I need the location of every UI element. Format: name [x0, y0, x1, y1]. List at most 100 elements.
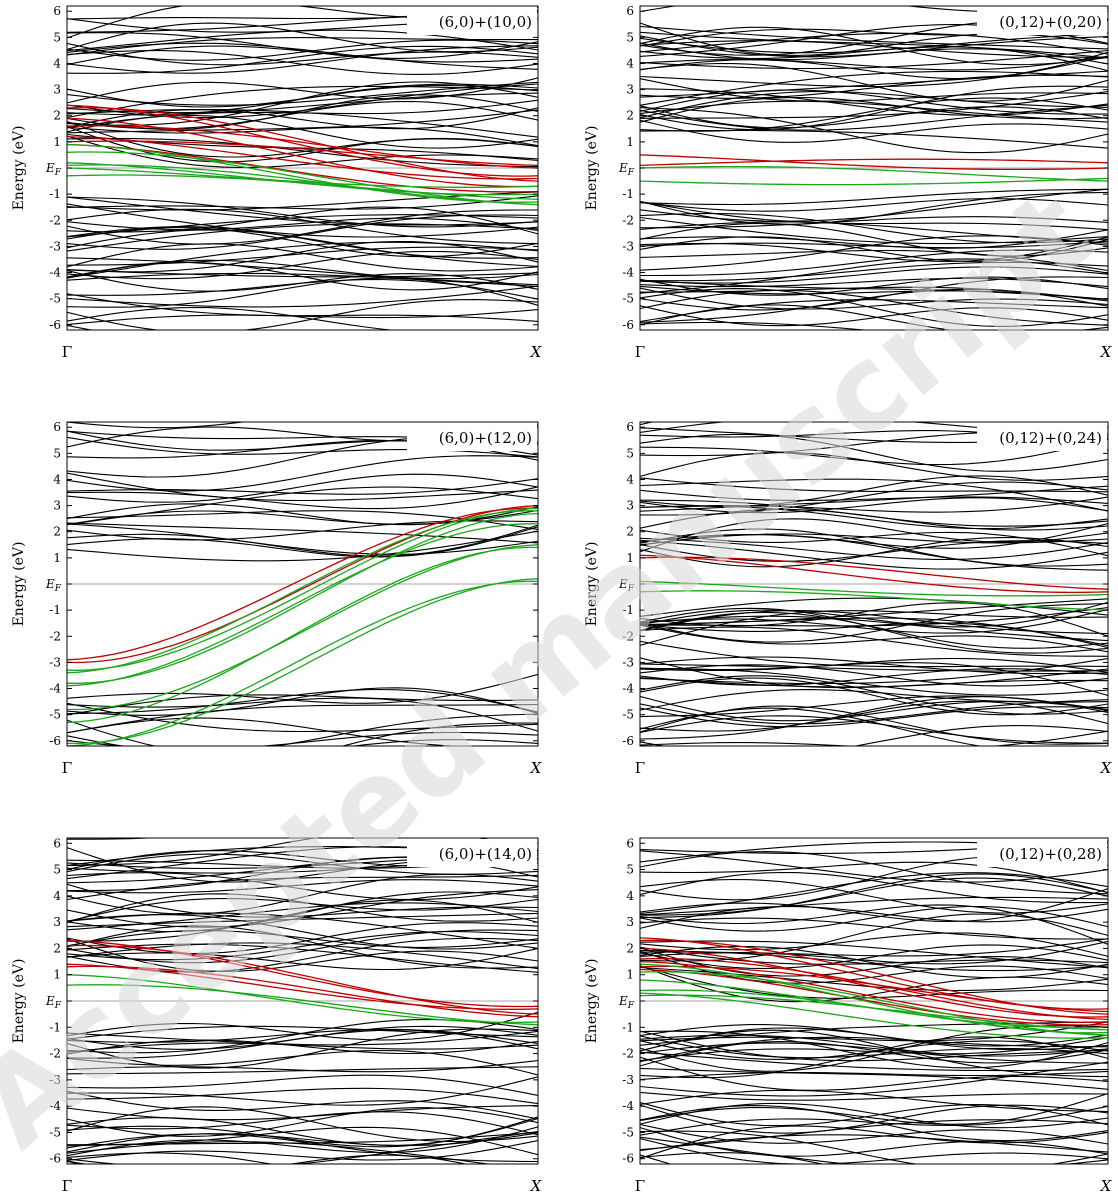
- green-band-line: [67, 512, 538, 684]
- band-line: [67, 1076, 538, 1106]
- band-line: [67, 694, 538, 716]
- band-line: [640, 129, 1108, 149]
- y-tick-label: -6: [49, 1152, 61, 1166]
- y-tick-label: -2: [49, 629, 61, 643]
- red-band-line: [67, 117, 538, 188]
- y-tick-label: 2: [626, 941, 634, 955]
- band-line: [67, 1049, 538, 1076]
- green-band-line: [640, 971, 1108, 1036]
- band-line: [640, 1104, 1108, 1134]
- band-line: [640, 100, 1108, 123]
- band-line: [640, 877, 1108, 916]
- band-line: [640, 715, 1108, 744]
- red-band-line: [67, 504, 538, 664]
- band-line: [67, 126, 538, 147]
- band-line: [640, 906, 1108, 929]
- band-line: [640, 55, 1108, 71]
- band-line: [640, 49, 1108, 70]
- y-tick-label: -3: [622, 655, 634, 669]
- band-line: [67, 893, 538, 924]
- band-line: [640, 236, 1108, 262]
- band-line: [67, 1152, 274, 1164]
- y-tick-label: -3: [49, 655, 61, 669]
- band-line: [67, 872, 538, 901]
- band-line: [67, 269, 538, 278]
- band-line: [640, 32, 1108, 54]
- y-tick-label: 6: [626, 836, 634, 850]
- band-line: [640, 1034, 1108, 1057]
- y-tick-label: 5: [626, 30, 634, 44]
- band-line: [640, 1070, 1108, 1081]
- y-tick-label: 3: [626, 499, 634, 513]
- band-line: [640, 236, 1108, 262]
- band-line: [640, 496, 1108, 513]
- band-line: [67, 1126, 538, 1156]
- band-line: [67, 879, 538, 894]
- band-line: [640, 26, 1108, 66]
- band-line: [67, 922, 538, 955]
- y-tick-label: -6: [49, 318, 61, 332]
- band-line: [67, 135, 538, 169]
- band-line: [640, 938, 1108, 957]
- y-tick-label: -2: [49, 213, 61, 227]
- y-tick-label: 2: [53, 525, 61, 539]
- panel-label: (0,12)+(0,28): [999, 845, 1102, 863]
- band-line: [640, 706, 1108, 728]
- band-line: [67, 42, 538, 70]
- y-tick-label: -6: [622, 1152, 634, 1166]
- band-line: [640, 1036, 1108, 1079]
- green-band-line: [67, 510, 538, 674]
- y-tick-label: 6: [53, 836, 61, 850]
- band-line: [67, 524, 538, 557]
- y-axis-label: Energy (eV): [584, 542, 600, 627]
- band-line: [640, 913, 1108, 962]
- band-line: [67, 250, 538, 280]
- y-tick-label: 2: [626, 109, 634, 123]
- band-line: [67, 1131, 538, 1147]
- y-tick-label: 3: [53, 499, 61, 513]
- band-line: [640, 497, 1108, 514]
- band-line: [67, 874, 538, 901]
- chart-panel-2: 6 5 4 3 2 1 EF -1 -2 -3 -4 -5 -6 Energy (eV) Γ X (0,12)+…: [584, 4, 1113, 361]
- y-tick-label: 3: [626, 83, 634, 97]
- band-line: [640, 896, 1108, 916]
- panel-label: (6,0)+(14,0): [439, 845, 532, 863]
- band-line: [640, 851, 1108, 895]
- band-line: [640, 861, 1108, 894]
- y-tick-label: -1: [622, 187, 634, 201]
- y-tick-label: -5: [49, 1125, 61, 1139]
- band-line: [640, 539, 1108, 570]
- green-band-line: [67, 164, 538, 206]
- band-line: [640, 321, 872, 330]
- band-line: [67, 1060, 538, 1073]
- band-line: [67, 269, 538, 292]
- red-band-line: [67, 125, 538, 169]
- band-line: [67, 673, 538, 704]
- band-line: [640, 198, 1108, 212]
- y-tick-label: 1: [626, 551, 634, 565]
- band-line: [640, 51, 1108, 80]
- y-tick-label: -4: [622, 682, 634, 696]
- band-line: [640, 285, 1108, 301]
- band-line: [67, 1107, 538, 1137]
- band-line: [67, 1160, 81, 1164]
- band-line: [67, 309, 538, 326]
- red-band-line: [640, 947, 1108, 1018]
- band-line: [640, 1061, 1108, 1097]
- y-tick-label: -1: [622, 603, 634, 617]
- band-line: [67, 914, 538, 950]
- band-line: [640, 1030, 1108, 1062]
- band-line: [640, 288, 1108, 327]
- band-line: [67, 873, 538, 915]
- band-line: [640, 1042, 1108, 1064]
- chart-panel-6: 6 5 4 3 2 1 EF -1 -2 -3 -4 -5 -6 Energy (eV) Γ X (0,12)+…: [584, 836, 1113, 1195]
- y-tick-label: 1: [626, 968, 634, 982]
- x-tick-label-x: X: [530, 1177, 543, 1195]
- plot-area: [67, 422, 538, 746]
- band-line: [640, 90, 1108, 119]
- green-band-line: [67, 984, 538, 1026]
- x-tick-label-x: X: [530, 343, 543, 361]
- band-line: [67, 1133, 538, 1163]
- band-line: [640, 85, 1108, 131]
